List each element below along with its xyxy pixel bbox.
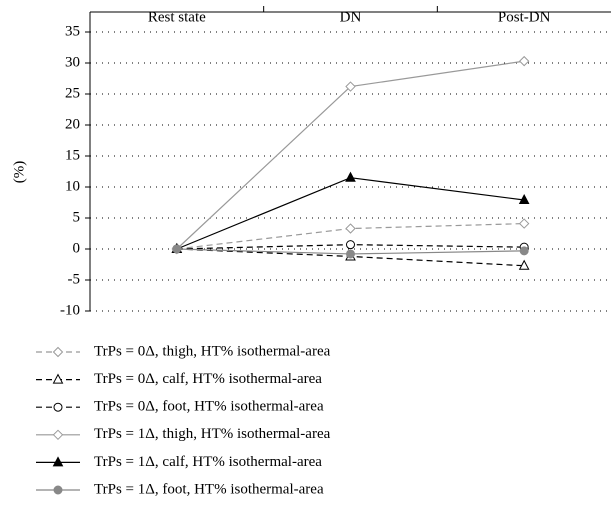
data-point [346, 240, 355, 250]
legend-marker [52, 346, 64, 358]
y-tick-label: 10 [65, 178, 80, 194]
data-point [345, 223, 356, 234]
legend-label: TrPs = 1Δ, foot, HT% isothermal-area [94, 481, 324, 497]
y-tick-label: 20 [65, 116, 80, 132]
y-axis-label: (%) [11, 161, 27, 184]
data-point [518, 193, 530, 205]
legend-marker [53, 485, 63, 495]
data-point [345, 171, 356, 182]
data-point [345, 81, 356, 92]
data-point [519, 246, 529, 256]
data-point [518, 218, 530, 229]
legend-label: TrPs = 0Δ, thigh, HT% isothermal-area [94, 343, 331, 359]
y-tick-label: 5 [73, 209, 81, 225]
legend-marker [52, 373, 64, 384]
x-tick-label: DN [340, 9, 362, 25]
legend-marker [52, 429, 64, 441]
legend-label: TrPs = 1Δ, thigh, HT% isothermal-area [94, 426, 331, 442]
y-tick-label: 25 [65, 85, 80, 101]
y-tick-label: 15 [65, 147, 80, 163]
y-tick-label: 35 [65, 23, 80, 39]
series-line [176, 177, 525, 250]
y-tick-label: 0 [73, 240, 81, 256]
data-point [346, 249, 355, 259]
legend-label: TrPs = 1Δ, calf, HT% isothermal-area [94, 454, 322, 470]
data-point [518, 259, 530, 270]
data-point [172, 244, 182, 254]
y-tick-label: -10 [60, 302, 80, 318]
data-point [518, 55, 530, 67]
y-tick-label: -5 [68, 271, 81, 287]
legend-marker [52, 456, 64, 467]
y-tick-label: 30 [65, 54, 80, 70]
x-tick-label: Rest state [148, 9, 206, 25]
legend-label: TrPs = 0Δ, foot, HT% isothermal-area [94, 399, 324, 415]
legend-marker [53, 402, 63, 412]
legend-label: TrPs = 0Δ, calf, HT% isothermal-area [94, 371, 322, 387]
x-tick-label: Post-DN [498, 9, 551, 25]
